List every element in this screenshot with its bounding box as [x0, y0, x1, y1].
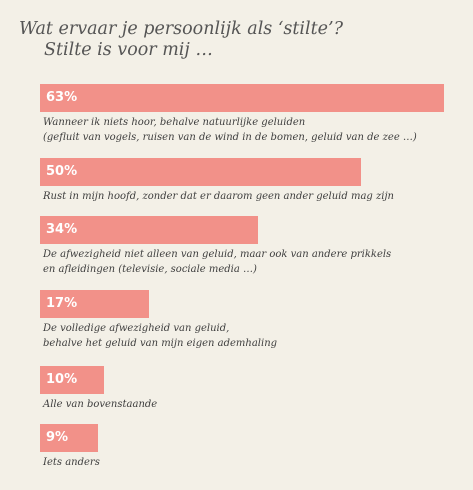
bar-value-label: 17%: [46, 296, 78, 311]
bar-category-label: De afwezigheid niet alleen van geluid, m…: [43, 247, 468, 277]
bar: [40, 366, 104, 394]
label-line: Wanneer ik niets hoor, behalve natuurlij…: [43, 117, 306, 128]
chart-title: Wat ervaar je persoonlijk als ‘stilte’? …: [19, 19, 343, 61]
bar: [40, 290, 149, 318]
bar-category-label: De volledige afwezigheid van geluid, beha…: [43, 321, 468, 351]
bar-category-label: Iets anders: [43, 455, 468, 470]
label-line: en afleidingen (televisie, sociale media…: [43, 264, 257, 275]
bar-value-label: 34%: [46, 222, 78, 237]
subtitle-line: Stilte is voor mij …: [44, 40, 213, 60]
label-line: De volledige afwezigheid van geluid,: [43, 323, 230, 334]
bar-category-label: Wanneer ik niets hoor, behalve natuurlij…: [43, 115, 468, 145]
bar-category-label: Rust in mijn hoofd, zonder dat er daarom…: [43, 189, 468, 204]
bar-category-label: Alle van bovenstaande: [43, 397, 468, 412]
bar-value-label: 9%: [46, 430, 69, 445]
bar-value-label: 50%: [46, 164, 78, 179]
label-line: (gefluit van vogels, ruisen van de wind …: [43, 132, 417, 143]
bar: [40, 216, 258, 244]
label-line: Rust in mijn hoofd, zonder dat er daarom…: [43, 191, 394, 202]
label-line: Iets anders: [43, 457, 100, 468]
bar: [40, 158, 361, 186]
label-line: Alle van bovenstaande: [43, 399, 158, 410]
bar-value-label: 10%: [46, 372, 78, 387]
label-line: De afwezigheid niet alleen van geluid, m…: [43, 249, 392, 260]
bar-value-label: 63%: [46, 90, 78, 105]
bar: [40, 424, 98, 452]
title-line: Wat ervaar je persoonlijk als ‘stilte’?: [19, 19, 343, 39]
bar: [40, 84, 444, 112]
label-line: behalve het geluid van mijn eigen ademha…: [43, 338, 278, 349]
